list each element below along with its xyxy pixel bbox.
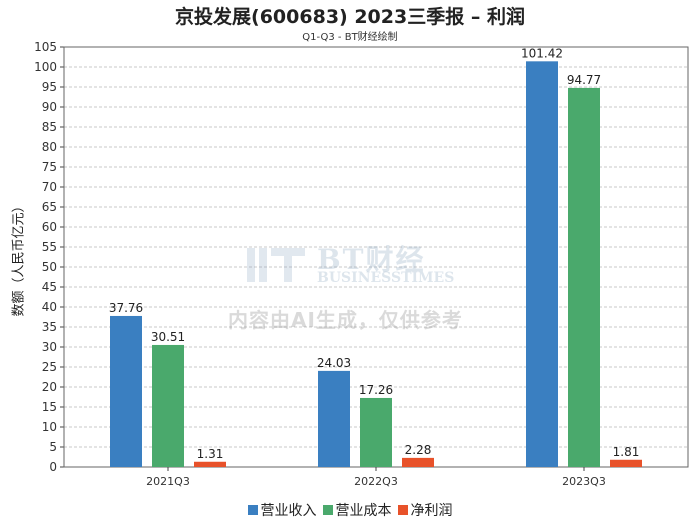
y-tick-label: 80 [42,140,57,154]
bar [110,315,142,467]
bar-value-label: 24.03 [317,356,351,370]
y-tick-label: 45 [42,280,57,294]
legend-swatch [397,505,408,515]
chart-subtitle: Q1-Q3 - BT财经绘制 [302,32,398,43]
legend-label: 营业收入 [260,503,317,519]
y-tick-label: 105 [34,40,57,54]
chart-legend: 营业收入 营业成本 净利润 [0,500,700,520]
y-tick-label: 85 [42,120,57,134]
bar [318,370,350,467]
bar [568,87,600,468]
legend-swatch [247,505,258,515]
bar [610,459,642,467]
legend-item: 营业成本 [322,500,392,520]
bar-value-label: 37.76 [109,301,143,315]
watermark-brand: BT财经 [317,243,426,276]
y-tick-label: 55 [42,240,57,254]
y-tick-label: 35 [42,320,57,334]
bar [402,457,434,467]
legend-label: 净利润 [410,503,453,519]
bar [194,461,226,467]
y-tick-label: 75 [42,160,57,174]
bar-value-label: 17.26 [359,383,393,397]
bar [152,344,184,467]
ai-notice-watermark: 内容由AI生成，仅供参考 [228,308,463,332]
bar-value-label: 101.42 [521,46,563,60]
bar [526,61,558,467]
legend-swatch [322,505,333,515]
y-tick-label: 0 [49,460,57,474]
bar-value-label: 94.77 [567,73,601,87]
x-tick-label: 2022Q3 [354,475,398,488]
bt-logo-icon [247,248,305,282]
x-tick-label: 2021Q3 [146,475,190,488]
bar [360,397,392,467]
bar-value-label: 1.31 [197,447,224,461]
y-tick-label: 95 [42,80,57,94]
y-tick-label: 90 [42,100,57,114]
chart-title: 京投发展(600683) 2023三季报 – 利润 [175,6,525,28]
y-tick-label: 70 [42,180,57,194]
legend-item: 营业收入 [247,500,317,520]
y-tick-label: 50 [42,260,57,274]
y-tick-label: 20 [42,380,57,394]
legend-item: 净利润 [397,500,453,520]
bar-value-label: 1.81 [613,445,640,459]
y-tick-label: 30 [42,340,57,354]
bar-value-label: 30.51 [151,330,185,344]
watermark-brand-sub: BUSINESSTIMES [317,270,455,286]
y-tick-label: 40 [42,300,57,314]
y-tick-label: 15 [42,400,57,414]
watermark-logo: BT财经 BUSINESSTIMES [245,240,475,290]
y-tick-label: 65 [42,200,57,214]
x-tick-label: 2023Q3 [562,475,606,488]
y-tick-label: 10 [42,420,57,434]
y-tick-label: 5 [49,440,57,454]
y-tick-label: 25 [42,360,57,374]
bar-value-label: 2.28 [405,443,432,457]
legend-label: 营业成本 [335,503,392,519]
y-tick-label: 100 [34,60,57,74]
y-tick-label: 60 [42,220,57,234]
